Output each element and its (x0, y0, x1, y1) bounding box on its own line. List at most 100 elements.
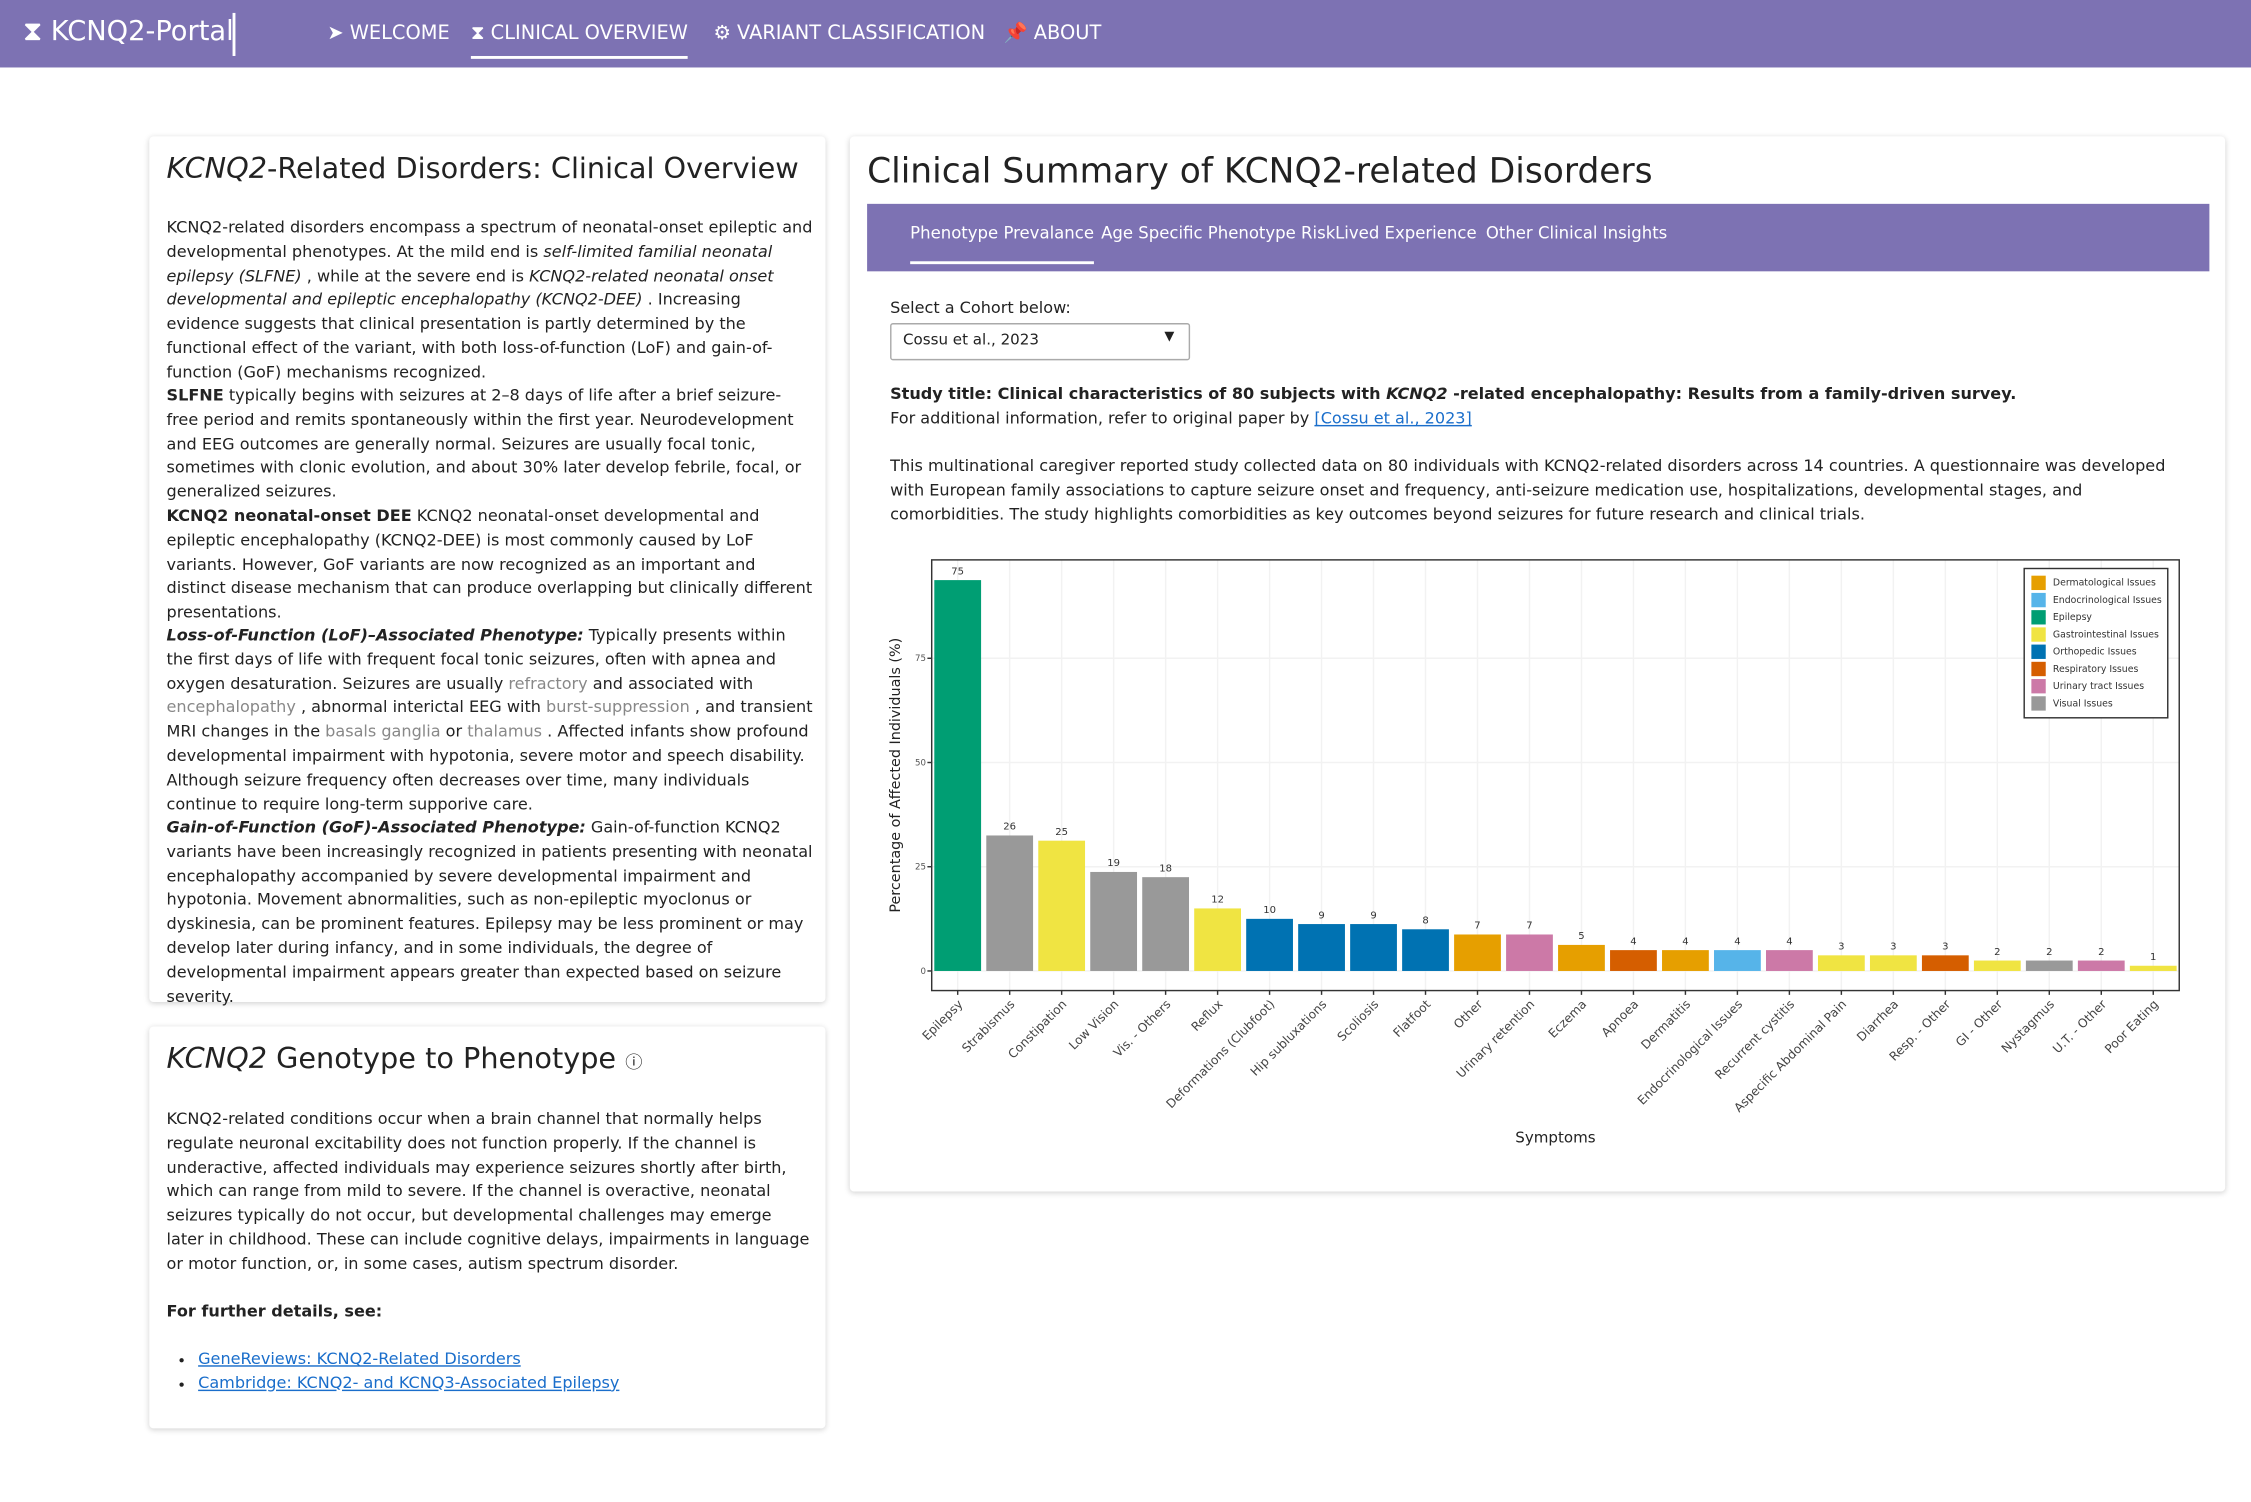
text: typically begins with seizures at 2–8 da… (166, 386, 802, 502)
legend-label: Visual Issues (2053, 698, 2113, 709)
bar (1506, 934, 1553, 971)
x-tick-label: Endocrinological Issues (1635, 997, 1745, 1107)
data-label: 9 (1370, 910, 1376, 921)
text: KCNQ2-related neonatal onset development… (166, 266, 774, 310)
legend-swatch (2031, 575, 2046, 591)
description: This multinational caregiver reported st… (890, 456, 2166, 524)
data-label: 9 (1318, 910, 1324, 921)
separator (232, 12, 236, 56)
bar (986, 835, 1034, 971)
bar (1921, 955, 1969, 971)
navbar: ⧗ KCNQ2-Portal ➤ WELCOME ⧗ CLINICAL OVER… (0, 0, 2251, 68)
x-tick-label: Nystagmus (1999, 997, 2057, 1055)
bar (1869, 955, 1917, 971)
overview-card: KCNQ2-Related Disorders: Clinical Overvi… (149, 136, 826, 1006)
x-tick-label: GI - Other (1953, 996, 2006, 1049)
x-tick-label: Eczema (1546, 997, 1590, 1041)
nav-item[interactable]: ⚙ VARIANT CLASSIFICATION (713, 21, 986, 45)
text: Typically presents within the first days… (166, 625, 786, 693)
info-line: For additional information, refer to ori… (890, 408, 2211, 432)
nav-text[interactable]: VARIANT CLASSIFICATION (737, 21, 986, 45)
text: Gain-of-Function (GoF)-Associated Phenot… (166, 818, 586, 837)
text: , and transient MRI changes in the (166, 698, 813, 742)
data-label: 7 (1474, 921, 1480, 932)
bar (934, 580, 982, 971)
data-label: 3 (1838, 942, 1844, 953)
bar (1298, 924, 1345, 971)
tab[interactable]: Other Clinical Insights (1485, 222, 1668, 243)
legend-swatch (2031, 661, 2046, 677)
text: Study title: Clinical characteristics of… (890, 384, 1387, 404)
bar (1246, 918, 1293, 971)
text: and associated with (587, 674, 754, 693)
legend-swatch (2031, 644, 2046, 659)
x-tick-label: Flatfoot (1391, 997, 1434, 1040)
bar (1714, 950, 1761, 971)
paragraph: SLFNE typically begins with seizures at … (167, 385, 813, 506)
y-tick-label: 25 (915, 863, 926, 873)
text: , abnormal interictal EEG with (295, 698, 547, 717)
bar (1973, 960, 2021, 971)
card-title: Clinical Summary of KCNQ2-related Disord… (867, 150, 1653, 191)
link[interactable]: [Cossu et al., 2023] (1314, 409, 1472, 428)
nav-text[interactable]: WELCOME (349, 21, 450, 45)
nav-item[interactable]: ➤ WELCOME (327, 21, 450, 45)
info-icon[interactable]: ⓘ (625, 1052, 643, 1073)
data-label: 8 (1422, 916, 1428, 927)
term: refractory (508, 674, 588, 693)
data-label: 12 (1211, 895, 1224, 906)
link[interactable]: Cambridge: KCNQ2- and KCNQ3-Associated E… (198, 1373, 620, 1393)
genotype-card: KCNQ2 Genotype to Phenotype ⓘ KCNQ2-rela… (149, 1026, 826, 1429)
text: . Affected infants show profound develop… (166, 722, 809, 814)
data-label: 2 (2046, 947, 2052, 958)
bar (1610, 950, 1657, 971)
x-tick-label: Dermatitis (1638, 997, 1693, 1052)
legend-label: Orthopedic Issues (2053, 647, 2137, 658)
tab[interactable]: Phenotype Prevalance (910, 223, 1094, 265)
term: thalamus (467, 722, 543, 742)
bar (1402, 929, 1449, 971)
tab-bar: Phenotype Prevalance Age Specific Phenot… (867, 203, 2210, 272)
text: or (440, 722, 468, 742)
title-gene: KCNQ2 (166, 150, 267, 186)
select-value[interactable]: Cossu et al., 2023 (902, 331, 1039, 349)
paragraph: KCNQ2 neonatal-onset DEE KCNQ2 neonatal-… (167, 505, 813, 626)
brand[interactable]: ⧗ KCNQ2-Portal (22, 15, 234, 48)
nav-item[interactable]: 📌 ABOUT (1003, 21, 1102, 45)
link-list: GeneReviews: KCNQ2-Related Disorders Cam… (167, 1348, 802, 1396)
text: , while at the severe end is (301, 266, 530, 286)
data-label: 3 (1890, 942, 1896, 953)
data-label: 18 (1159, 863, 1172, 874)
legend-swatch (2031, 696, 2046, 711)
data-label: 25 (1055, 827, 1068, 838)
y-tick-label: 50 (915, 758, 926, 768)
nav-text[interactable]: ABOUT (1033, 21, 1102, 45)
dropdown-arrow[interactable]: ▼ (1164, 330, 1175, 345)
data-label: 7 (1526, 921, 1532, 932)
text: . Increasing evidence suggests that clin… (166, 290, 773, 382)
text: KCNQ2 (1386, 384, 1448, 404)
bar (2077, 960, 2125, 971)
tab[interactable]: Lived Experience (1335, 222, 1477, 243)
text: KCNQ2-related disorders encompass a spec… (166, 218, 813, 261)
x-tick-label: Deformations (Clubfoot) (1163, 997, 1277, 1111)
title-text: -Related Disorders: Clinical Overview (266, 150, 799, 186)
text: self-limited familial neonatal epilepsy … (166, 242, 773, 286)
data-label: 4 (1786, 936, 1792, 947)
brand-text[interactable]: KCNQ2-Portal (50, 15, 234, 48)
data-label: 19 (1107, 858, 1120, 869)
bar (1454, 934, 1501, 971)
nav-item[interactable]: ⧗ CLINICAL OVERVIEW (470, 21, 688, 59)
data-label: 4 (1734, 936, 1740, 947)
link[interactable]: GeneReviews: KCNQ2-Related Disorders (198, 1349, 521, 1369)
text: Loss-of-Function (LoF)–Associated Phenot… (166, 625, 584, 645)
y-axis-title: Percentage of Affected Individuals (%) (888, 638, 904, 913)
cohort-select[interactable]: Cossu et al., 2023 ▼ (890, 323, 1191, 361)
bar (1817, 955, 1865, 971)
title-text: Genotype to Phenotype (266, 1040, 617, 1076)
data-label: 4 (1682, 936, 1688, 947)
nav-text[interactable]: CLINICAL OVERVIEW (490, 21, 688, 45)
tab[interactable]: Age Specific Phenotype Risk (1101, 222, 1336, 243)
